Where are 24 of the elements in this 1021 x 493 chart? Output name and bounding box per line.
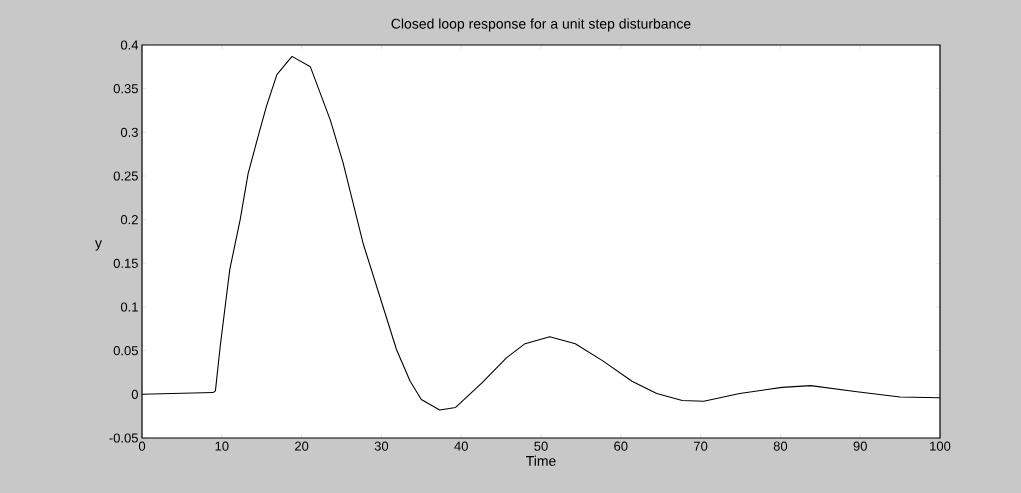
x-tick-label: 70 [694, 441, 708, 451]
x-tick-label: 40 [454, 441, 468, 451]
x-tick-label: 80 [773, 441, 788, 451]
y-tick-label: 0.15 [113, 258, 138, 268]
x-tick-label: 30 [374, 441, 389, 451]
y-tick-label: 0.25 [113, 171, 138, 181]
y-tick-label: 0.4 [120, 40, 139, 50]
x-tick-label: 100 [930, 441, 951, 451]
chart-title: Closed loop response for a unit step disturbance [391, 18, 691, 32]
y-tick-label: 0.05 [113, 346, 138, 356]
x-tick-label: 10 [215, 441, 229, 451]
x-tick-label: 20 [295, 441, 309, 451]
y-tick-label: -0.05 [109, 433, 138, 443]
x-tick-label: 60 [614, 441, 628, 451]
x-axis-title: Time [526, 455, 556, 466]
y-axis-title: y [95, 240, 102, 251]
x-tick-label: 90 [853, 441, 867, 451]
y-tick-label: 0 [131, 389, 138, 399]
y-tick-label: 0.3 [120, 127, 138, 137]
x-tick-label: 50 [534, 441, 548, 451]
y-tick-label: 0.2 [120, 215, 138, 225]
x-tick-label: 0 [138, 441, 146, 451]
y-tick-label: 0.35 [113, 84, 138, 94]
y-tick-label: 0.1 [120, 302, 138, 312]
